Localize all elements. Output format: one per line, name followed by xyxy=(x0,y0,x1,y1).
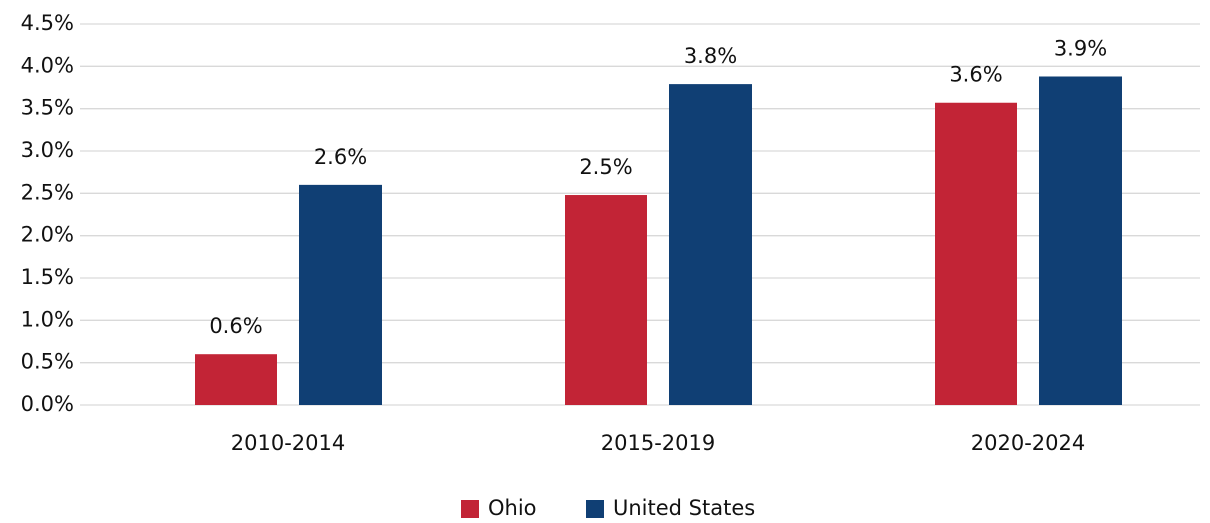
x-tick-label: 2015-2019 xyxy=(601,431,715,455)
data-label: 3.8% xyxy=(684,44,737,68)
data-label: 2.6% xyxy=(314,145,367,169)
x-tick-label: 2010-2014 xyxy=(231,431,345,455)
data-label: 2.5% xyxy=(579,155,632,179)
y-tick-label: 2.0% xyxy=(21,223,74,247)
y-tick-label: 4.5% xyxy=(21,11,74,35)
data-label: 3.9% xyxy=(1054,36,1107,60)
y-tick-label: 1.0% xyxy=(21,307,74,331)
y-tick-label: 0.5% xyxy=(21,350,74,374)
data-label: 3.6% xyxy=(949,63,1002,87)
y-tick-label: 3.0% xyxy=(21,138,74,162)
bar xyxy=(195,354,277,405)
y-tick-label: 4.0% xyxy=(21,53,74,77)
data-label: 0.6% xyxy=(209,314,262,338)
bar xyxy=(299,184,382,405)
y-tick-label: 3.5% xyxy=(21,96,74,120)
legend-swatch xyxy=(461,500,479,518)
legend-label: United States xyxy=(613,496,755,520)
x-tick-label: 2020-2024 xyxy=(971,431,1085,455)
y-tick-label: 2.5% xyxy=(21,180,74,204)
bar xyxy=(1039,76,1122,405)
y-tick-label: 0.0% xyxy=(21,392,74,416)
bar xyxy=(669,84,752,405)
bar xyxy=(935,102,1017,406)
legend-label: Ohio xyxy=(488,496,537,520)
legend-swatch xyxy=(586,500,604,518)
y-tick-label: 1.5% xyxy=(21,265,74,289)
bar xyxy=(565,195,647,405)
